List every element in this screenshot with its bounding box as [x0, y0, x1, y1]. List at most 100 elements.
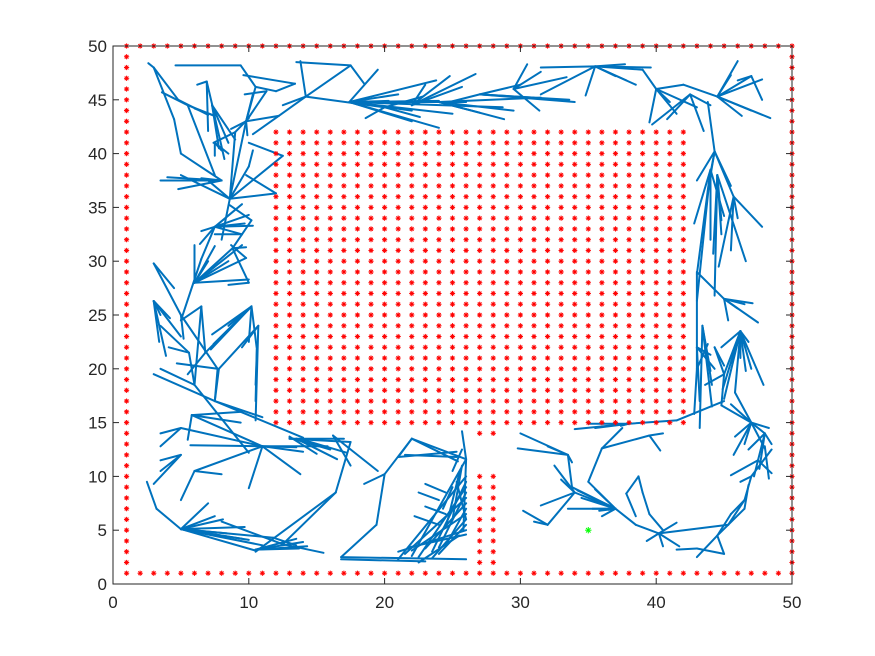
obstacle-point [640, 161, 646, 167]
obstacle-point [585, 194, 591, 200]
tree-edge [205, 80, 210, 132]
obstacle-point [436, 140, 442, 146]
obstacle-point [300, 172, 306, 178]
obstacle-point [653, 301, 659, 307]
obstacle-point [409, 420, 415, 426]
obstacle-point [382, 323, 388, 329]
obstacle-point [640, 387, 646, 393]
tree-edge [295, 61, 352, 67]
obstacle-point [327, 366, 333, 372]
obstacle-point [164, 570, 170, 576]
obstacle-point [395, 204, 401, 210]
obstacle-point [463, 290, 469, 297]
obstacle-point [680, 183, 686, 189]
obstacle-point [449, 237, 456, 243]
obstacle-point [286, 323, 293, 329]
tree-edge [701, 324, 712, 372]
obstacle-point [286, 183, 293, 189]
obstacle-point [327, 226, 333, 232]
obstacle-point [680, 258, 686, 264]
obstacle-point [300, 280, 306, 286]
obstacle-point [151, 570, 157, 576]
obstacle-point [286, 376, 293, 383]
obstacle-point [585, 129, 591, 135]
tree-edge [254, 85, 277, 93]
obstacle-point [585, 376, 591, 383]
obstacle-point [300, 258, 306, 264]
obstacle-point [422, 355, 428, 361]
tree-edge [657, 532, 664, 548]
obstacle-point [544, 387, 551, 393]
obstacle-point [395, 226, 401, 232]
tree-edge [716, 75, 753, 98]
obstacle-point [341, 290, 347, 297]
obstacle-point [123, 344, 130, 350]
obstacle-point [463, 237, 469, 243]
obstacle-point [517, 247, 523, 254]
obstacle-point [572, 409, 578, 415]
tree-edge [245, 93, 254, 123]
tree-edge [193, 245, 216, 284]
tree-edge [732, 421, 753, 456]
obstacle-point [273, 355, 279, 361]
obstacle-point [558, 312, 564, 318]
obstacle-point [368, 366, 374, 372]
tree-edge [193, 305, 203, 386]
obstacle-point [123, 366, 130, 372]
tree-edge [716, 95, 743, 117]
obstacle-point [286, 129, 293, 135]
obstacle-point [531, 237, 537, 243]
obstacle-point [640, 301, 646, 307]
tree-edge [348, 79, 438, 103]
tree-edge [299, 60, 307, 98]
obstacle-point [368, 258, 374, 264]
obstacle-point [680, 194, 686, 200]
obstacle-point [463, 151, 469, 157]
tree-edge [228, 165, 250, 200]
obstacle-point [667, 194, 673, 200]
obstacle-point [504, 355, 510, 361]
obstacle-point [123, 204, 130, 210]
obstacle-point [382, 301, 388, 307]
obstacle-point [504, 312, 510, 318]
obstacle-point [300, 312, 306, 318]
obstacle-point [612, 570, 619, 576]
obstacle-point [368, 194, 374, 200]
obstacle-point [273, 151, 279, 157]
tree-edge [732, 195, 739, 220]
obstacle-point [354, 183, 361, 189]
obstacle-point [409, 323, 415, 329]
obstacle-point [680, 140, 686, 146]
obstacle-point [558, 409, 564, 415]
obstacle-point [653, 420, 659, 426]
obstacle-point [517, 312, 523, 318]
obstacle-point [382, 420, 388, 426]
obstacle-point [123, 549, 130, 555]
obstacle-point [449, 355, 456, 361]
obstacle-point [463, 269, 469, 275]
obstacle-point [314, 333, 320, 340]
tree-edge [200, 305, 207, 354]
obstacle-point [626, 151, 632, 157]
obstacle-point [531, 323, 537, 329]
obstacle-point [382, 355, 388, 361]
obstacle-point [300, 290, 306, 297]
obstacle-point [544, 376, 551, 383]
obstacle-point [368, 376, 374, 383]
obstacle-point [626, 237, 632, 243]
obstacle-point [640, 140, 646, 146]
obstacle-point [477, 473, 483, 479]
tree-edge [375, 473, 386, 526]
obstacle-point [368, 140, 374, 146]
obstacle-point [490, 473, 496, 479]
obstacle-point [123, 107, 130, 114]
obstacle-point [300, 204, 306, 210]
obstacle-point [191, 570, 198, 576]
obstacle-point [504, 323, 510, 329]
obstacle-point [300, 140, 306, 146]
obstacle-point [504, 366, 510, 372]
obstacle-point [341, 387, 347, 393]
obstacle-point [436, 247, 442, 254]
obstacle-point [667, 344, 673, 350]
obstacle-point [558, 323, 564, 329]
